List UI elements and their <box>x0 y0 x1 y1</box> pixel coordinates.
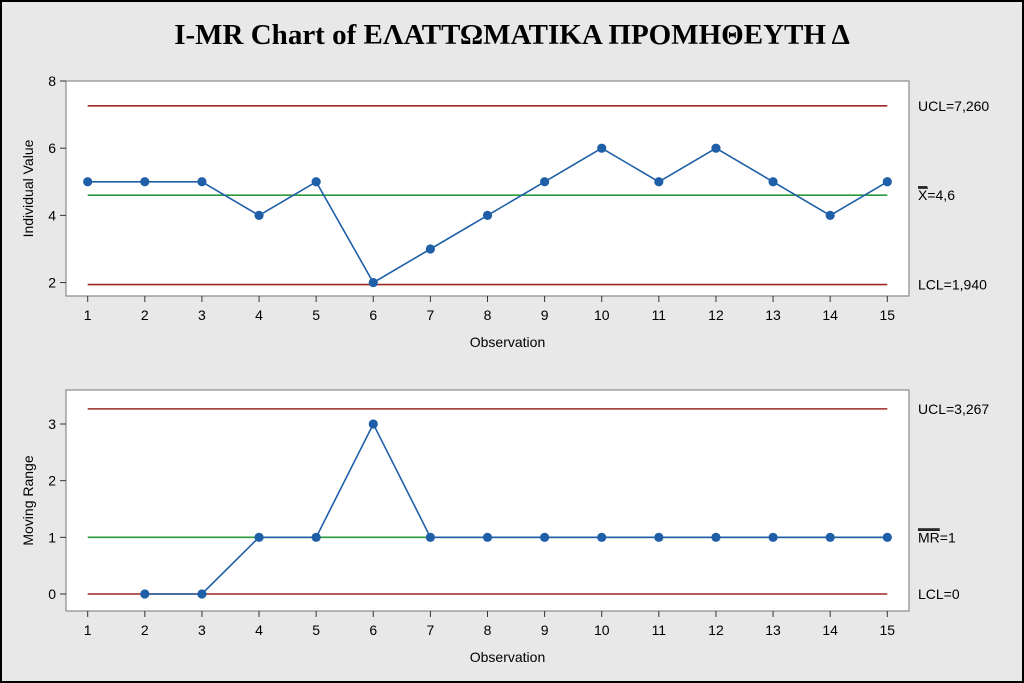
x-tick-label: 8 <box>484 307 492 323</box>
x-tick-label: 14 <box>822 307 838 323</box>
center-label-symbol: X <box>918 187 928 203</box>
x-tick-label: 10 <box>594 307 610 323</box>
plot-area <box>65 389 910 612</box>
x-tick-label: 15 <box>880 622 896 638</box>
x-tick-label: 11 <box>652 307 667 323</box>
x-tick-label: 15 <box>880 307 896 323</box>
data-point <box>368 419 378 429</box>
y-tick-label: 8 <box>48 73 56 89</box>
center-label: MR=1 <box>918 529 956 545</box>
lcl-label: LCL=1,940 <box>918 277 987 293</box>
x-tick-label: 11 <box>652 622 667 638</box>
x-tick-label: 2 <box>141 622 149 638</box>
x-tick-label: 3 <box>198 307 206 323</box>
y-axis-label: Moving Range <box>20 455 36 545</box>
data-point <box>368 277 378 288</box>
ucl-label: UCL=7,260 <box>918 98 989 114</box>
data-point <box>140 177 150 187</box>
data-point <box>425 532 435 542</box>
x-tick-label: 13 <box>765 622 781 638</box>
center-label-symbol: MR <box>918 529 940 545</box>
data-point <box>425 244 435 254</box>
data-point <box>254 210 264 220</box>
data-point <box>83 177 93 187</box>
x-tick-label: 13 <box>765 307 781 323</box>
y-tick-label: 6 <box>48 140 56 156</box>
x-axis-label: Observation <box>470 649 545 665</box>
data-point <box>654 177 664 187</box>
x-tick-label: 5 <box>312 622 320 638</box>
data-point <box>197 177 207 187</box>
x-tick-label: 9 <box>541 307 549 323</box>
data-point <box>768 532 778 542</box>
center-label-value: =4,6 <box>927 187 955 203</box>
x-tick-label: 7 <box>426 307 434 323</box>
center-label-value: =1 <box>940 529 956 545</box>
data-point <box>597 143 607 153</box>
x-tick-label: 12 <box>708 307 724 323</box>
data-point <box>482 532 493 542</box>
data-point <box>882 532 892 542</box>
data-point <box>654 532 664 542</box>
data-point <box>540 532 550 542</box>
x-tick-label: 6 <box>369 307 377 323</box>
y-tick-label: 0 <box>48 586 56 602</box>
data-point <box>825 532 835 542</box>
x-tick-label: 8 <box>484 622 492 638</box>
data-point <box>768 177 778 187</box>
data-point <box>140 589 150 599</box>
x-tick-label: 7 <box>426 622 434 638</box>
data-point <box>825 210 835 220</box>
y-tick-label: 3 <box>48 416 56 432</box>
x-tick-label: 6 <box>369 622 377 638</box>
x-tick-label: 4 <box>255 622 263 638</box>
x-tick-label: 1 <box>84 622 92 638</box>
y-tick-label: 2 <box>48 275 56 291</box>
data-point <box>311 177 321 187</box>
x-tick-label: 4 <box>255 307 263 323</box>
x-tick-label: 2 <box>141 307 149 323</box>
plot-area <box>65 80 910 297</box>
data-point <box>311 532 321 542</box>
data-point <box>711 143 721 153</box>
data-point <box>254 532 264 542</box>
x-tick-label: 10 <box>594 622 610 638</box>
ucl-label: UCL=3,267 <box>918 401 989 417</box>
x-tick-label: 1 <box>84 307 92 323</box>
x-tick-label: 12 <box>708 622 724 638</box>
x-axis-label: Observation <box>470 334 545 350</box>
chart-title: I-MR Chart of ΕΛΑΤΤΩΜΑΤΙΚΑ ΠΡΟΜΗΘΕΥΤΗ Δ <box>174 19 850 51</box>
data-point <box>597 532 607 542</box>
data-point <box>482 210 493 220</box>
series-line <box>144 422 888 595</box>
data-point <box>711 532 721 542</box>
y-tick-label: 2 <box>48 473 56 489</box>
y-tick-label: 1 <box>48 529 56 545</box>
data-point <box>197 589 207 599</box>
x-tick-label: 14 <box>822 622 838 638</box>
x-tick-label: 5 <box>312 307 320 323</box>
center-label: X=4,6 <box>918 187 955 203</box>
lcl-label: LCL=0 <box>918 586 960 602</box>
y-axis-label: Individual Value <box>20 139 36 237</box>
x-tick-label: 3 <box>198 622 206 638</box>
data-point <box>882 177 892 187</box>
x-tick-label: 9 <box>541 622 549 638</box>
y-tick-label: 4 <box>48 207 56 223</box>
data-point <box>540 177 550 187</box>
